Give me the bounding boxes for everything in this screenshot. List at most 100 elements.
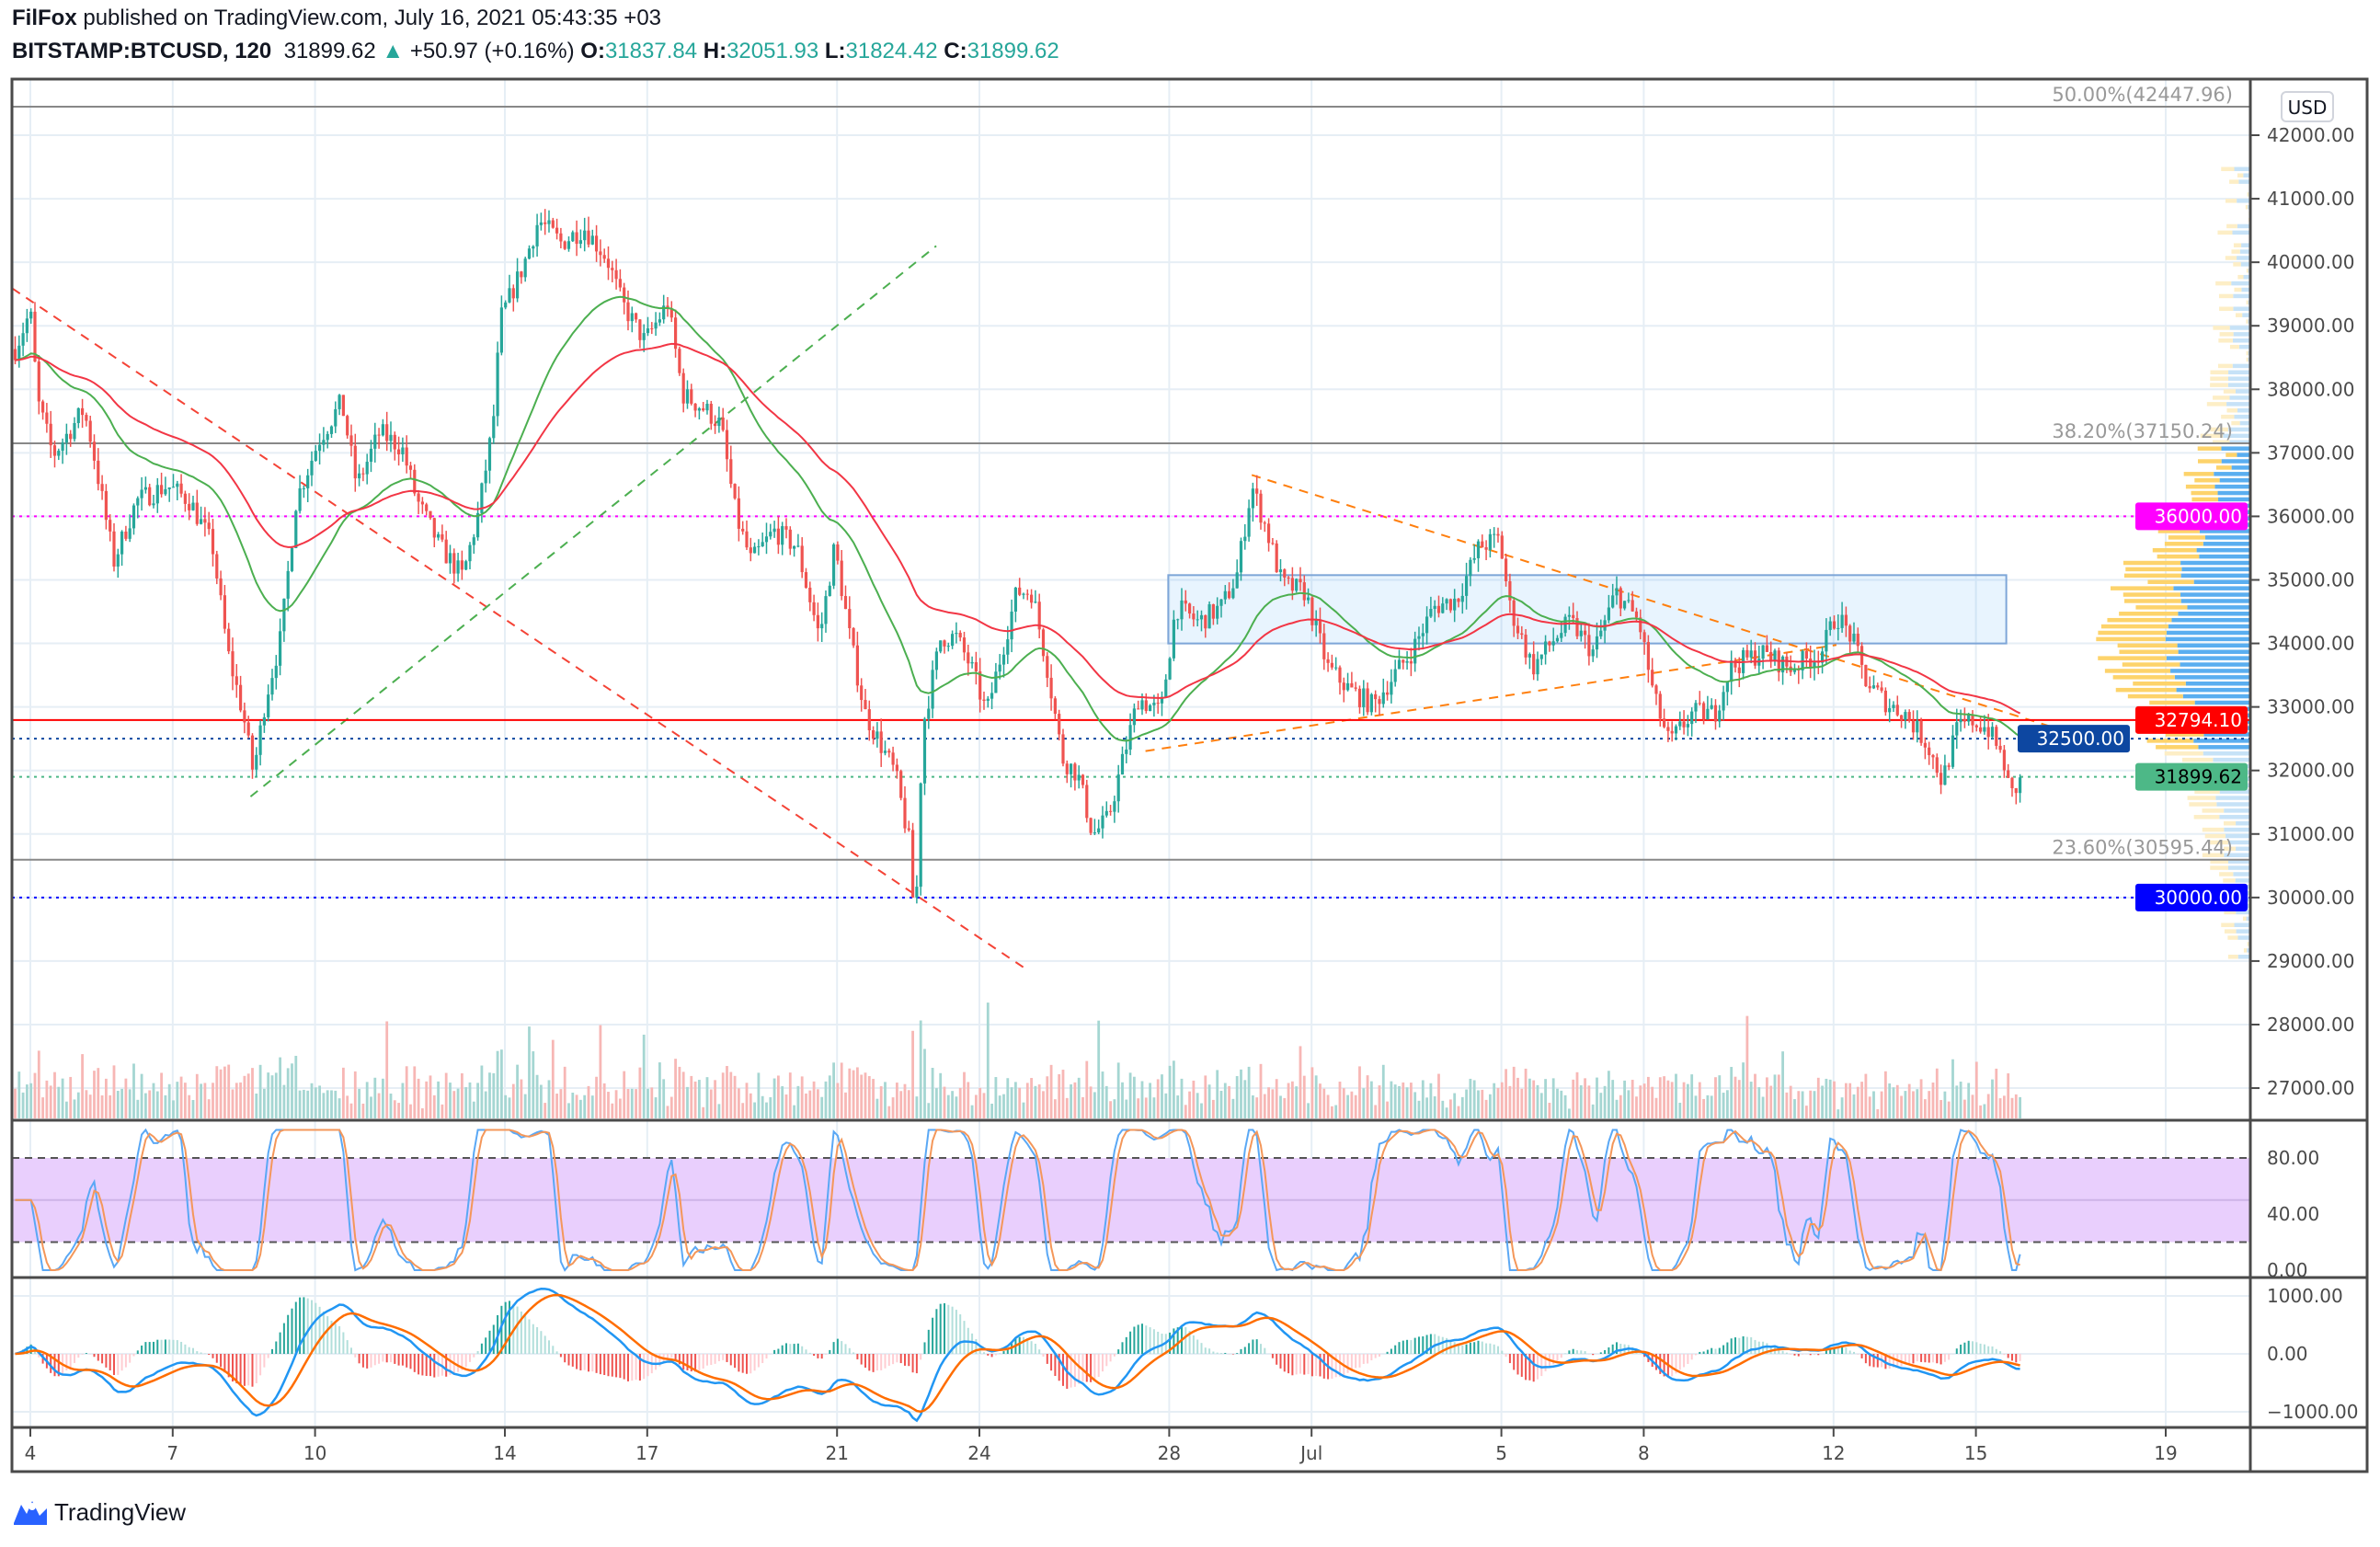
candle-body	[188, 503, 191, 510]
profile-bar-down	[2117, 643, 2178, 648]
candle-body	[1334, 667, 1338, 669]
candle-body	[1342, 682, 1345, 691]
macd-histogram-bar	[1453, 1342, 1456, 1354]
candle-body	[1899, 715, 1904, 720]
volume-bar	[654, 1097, 658, 1118]
drawings[interactable]	[12, 106, 2250, 969]
macd-histogram-bar	[251, 1354, 254, 1387]
volume-bar	[784, 1094, 788, 1118]
volume-bar	[1888, 1083, 1892, 1118]
volume-bar	[298, 1090, 302, 1118]
volume-bar	[1789, 1085, 1792, 1118]
volume-bar	[464, 1087, 468, 1118]
macd-histogram-bar	[330, 1320, 333, 1354]
volume-bar	[875, 1098, 879, 1118]
volume-bar	[595, 1076, 598, 1118]
macd-histogram-bar	[635, 1354, 637, 1381]
profile-bar-down	[2224, 820, 2237, 826]
candle-body	[1152, 702, 1156, 705]
macd-histogram-bar	[1663, 1354, 1665, 1377]
candle-body	[45, 412, 49, 424]
macd-histogram-bar	[1575, 1350, 1578, 1354]
volume-bar	[816, 1089, 819, 1118]
macd-histogram-bar	[1291, 1354, 1294, 1376]
time-tick-label: 4	[25, 1442, 37, 1464]
time-tick-label: 19	[2154, 1442, 2177, 1464]
macd-histogram-bar	[1374, 1354, 1377, 1358]
time-tick-label: 17	[635, 1442, 658, 1464]
candle-body	[13, 349, 17, 361]
macd-histogram-bar	[1971, 1341, 1974, 1354]
macd-histogram-bar	[875, 1354, 878, 1371]
candle-body	[713, 423, 717, 427]
profile-bar-up	[2233, 872, 2250, 877]
profile-bar-down	[2235, 313, 2243, 317]
macd-histogram-bar	[1845, 1347, 1848, 1354]
candle-body	[1132, 708, 1136, 726]
macd-histogram-bar	[832, 1342, 835, 1354]
price-tick-label: 27000.00	[2267, 1077, 2354, 1099]
macd-histogram-bar	[2019, 1354, 2021, 1361]
volume-bar	[492, 1072, 496, 1118]
candle-body	[1378, 699, 1381, 705]
volume-bar	[1144, 1097, 1148, 1118]
profile-bar-down	[2157, 529, 2200, 533]
trend-line	[12, 287, 1025, 969]
candle-body	[140, 489, 143, 498]
macd-histogram-bar	[1054, 1354, 1057, 1377]
volume-bar	[626, 1089, 630, 1118]
volume-bar	[1508, 1085, 1512, 1118]
macd-histogram-bar	[81, 1354, 84, 1355]
currency-button[interactable]: USD	[2281, 91, 2334, 122]
profile-bar-down	[2146, 739, 2194, 743]
volume-bar	[1868, 1096, 1871, 1118]
macd-histogram-bar	[144, 1342, 147, 1354]
profile-bar-down	[2157, 554, 2200, 559]
macd-histogram-bar	[734, 1354, 737, 1369]
volume-bar	[1330, 1106, 1333, 1118]
volume-bar	[358, 1088, 360, 1118]
volume-bar	[1231, 1098, 1235, 1118]
volume-bar	[1493, 1083, 1496, 1118]
stoch-rsi-tick-label: 80.00	[2267, 1147, 2319, 1169]
profile-bar-up	[2185, 682, 2250, 686]
volume-bar	[207, 1099, 211, 1118]
candle-body	[1706, 708, 1710, 720]
price-tick-label: 40000.00	[2267, 251, 2354, 273]
volume-bar	[1433, 1095, 1436, 1118]
profile-bar-down	[2202, 853, 2225, 857]
volume-bar	[1880, 1091, 1883, 1118]
volume-bar	[1390, 1081, 1393, 1118]
candle-body	[990, 693, 994, 699]
volume-bar	[2014, 1094, 2018, 1118]
volume-bar	[520, 1079, 523, 1118]
macd-histogram-bar	[326, 1316, 329, 1354]
candle-body	[1670, 730, 1674, 734]
volume-bar	[25, 1084, 29, 1118]
macd-histogram-bar	[1730, 1338, 1733, 1354]
candle-body	[559, 233, 563, 242]
profile-bar-down	[2210, 859, 2229, 864]
candle-body	[1995, 727, 1998, 746]
volume-bar	[571, 1092, 575, 1118]
macd-histogram-bar	[564, 1354, 566, 1363]
publish-info: FilFox published on TradingView.com, Jul…	[12, 6, 661, 31]
profile-bar-down	[2233, 262, 2241, 267]
macd-histogram-bar	[722, 1354, 725, 1360]
tradingview-logo[interactable]: TradingView	[12, 1497, 186, 1527]
macd-histogram-bar	[1742, 1335, 1745, 1354]
profile-bar-down	[2224, 929, 2237, 934]
macd-histogram-bar	[887, 1354, 890, 1366]
volume-bar	[389, 1094, 393, 1118]
macd-histogram-bar	[1129, 1331, 1132, 1354]
volume-bar	[544, 1103, 547, 1118]
profile-bar-up	[2240, 262, 2250, 267]
close-value: 31899.62	[967, 39, 1059, 63]
profile-bar-down	[2218, 293, 2234, 299]
profile-bar-up	[2227, 376, 2250, 381]
macd-histogram-bar	[1829, 1347, 1832, 1354]
macd-histogram-bar	[1477, 1340, 1480, 1354]
profile-bar-up	[2231, 281, 2250, 286]
profile-bar-down	[2210, 383, 2228, 387]
